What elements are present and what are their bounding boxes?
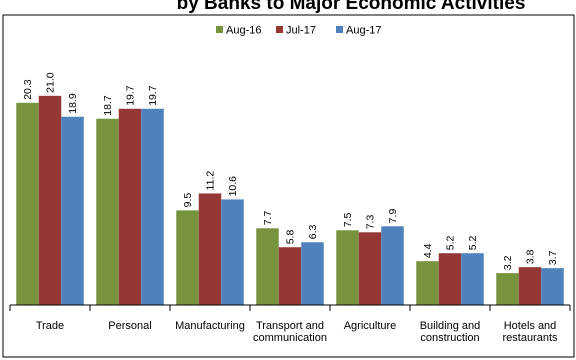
value-label: 19.7 [147,85,159,106]
value-label: 11.2 [205,171,217,191]
category-label: Transport and communication [253,320,327,344]
bar [336,230,359,305]
bar [461,253,484,305]
value-label: 5.2 [445,235,457,250]
legend-label-aug-16: Aug-16 [226,25,261,37]
bar [61,116,84,305]
value-label: 7.3 [365,215,377,230]
chart-border [2,14,575,358]
bar [16,102,39,305]
value-label: 7.7 [262,211,274,226]
value-label: 5.8 [285,229,297,244]
category-label: Hotels and restaurants [502,320,558,344]
value-label: 3.8 [525,249,537,264]
bar [541,268,564,305]
value-labels: 20.3 21.0 18.9 18.7 19.7 19.7 9.5 11.2 10.6 7.7 5.… [22,72,559,270]
bar [256,228,279,305]
legend-swatch-aug-16 [216,26,223,33]
legend: Aug-16 Jul-17 Aug-17 [216,25,381,37]
bar [221,199,244,305]
value-label: 20.3 [22,79,34,100]
x-axis [9,304,571,311]
category-label: Personal [108,320,151,332]
bar [381,226,404,305]
bars [16,95,564,306]
value-label: 18.9 [67,93,79,114]
value-label: 21.0 [45,72,57,93]
value-label: 3.2 [502,255,514,270]
bar [416,261,439,305]
bar [438,253,462,305]
category-label: Manufacturing [175,320,245,332]
bar [118,108,142,306]
category-label: Agriculture [344,320,397,332]
value-label: 4.4 [422,243,434,258]
value-label: 7.9 [387,209,399,224]
value-label: 5.2 [467,235,479,250]
plot-frame [2,14,575,358]
value-label: 6.3 [307,224,319,239]
legend-label-jul-17: Jul-17 [286,25,316,37]
bar [301,242,324,305]
bar [278,247,302,305]
value-label: 3.7 [547,250,559,265]
bar [358,232,382,305]
bar [38,95,62,305]
legend-label-aug-17: Aug-17 [346,25,381,37]
bar [141,108,164,306]
value-label: 9.5 [182,193,194,208]
category-labels: Trade Personal Manufacturing Transport and c… [36,320,558,344]
bar [496,273,519,305]
bar [198,193,222,305]
value-label: 7.5 [342,213,354,228]
value-label: 18.7 [102,95,114,116]
bar [176,210,199,305]
chart-title: by Banks to Major Economic Activities [177,0,526,14]
category-label: Building and construction [420,320,481,344]
value-label: 10.6 [227,176,239,197]
value-label: 19.7 [125,85,137,106]
legend-swatch-jul-17 [276,26,283,33]
legend-swatch-aug-17 [336,26,343,33]
bar [96,118,119,305]
bar [518,267,542,305]
category-label: Trade [36,320,64,332]
